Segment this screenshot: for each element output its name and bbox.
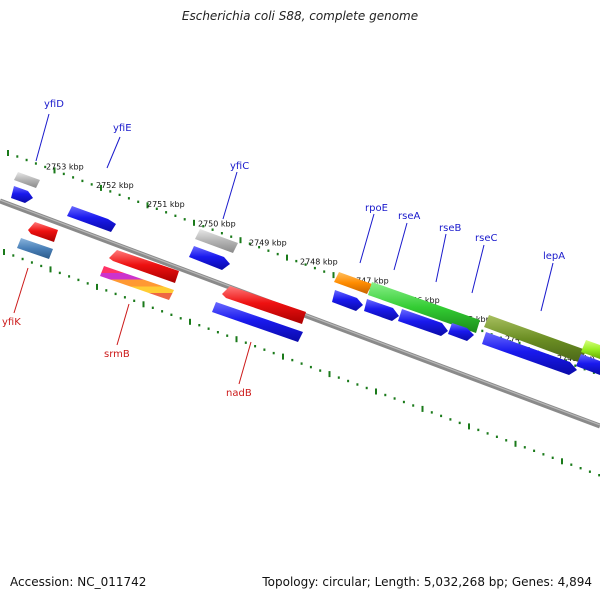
- kbp-marker-label: 2753 kbp: [46, 162, 84, 171]
- kbp-marker-label: 2750 kbp: [198, 219, 236, 228]
- map-title: Escherichia coli S88, complete genome: [181, 9, 419, 23]
- callout-yfiC: [222, 171, 238, 220]
- gene-yfiD[interactable]: [14, 172, 40, 188]
- gene-yfiK[interactable]: [28, 222, 58, 242]
- gene-labels: yfiD yfiE yfiC rpoE rseA rseB rseC lepA …: [2, 99, 565, 399]
- callout-rseB: [435, 233, 447, 283]
- gene-rpoE-rna[interactable]: [334, 272, 372, 294]
- gene-rseA[interactable]: [364, 299, 399, 321]
- label-rseB[interactable]: rseB: [439, 223, 461, 234]
- gene-rpoE[interactable]: [332, 290, 363, 311]
- label-yfiC[interactable]: yfiC: [230, 161, 249, 172]
- label-rseA[interactable]: rseA: [398, 211, 420, 222]
- kbp-marker-label: 2748 kbp: [300, 258, 338, 267]
- callout-yfiE: [106, 136, 121, 169]
- forward-label-callouts: [35, 113, 554, 312]
- label-nadB[interactable]: nadB: [226, 388, 252, 399]
- reverse-strand-genes: [17, 222, 306, 342]
- callout-srmB: [116, 303, 130, 346]
- gene-srmB[interactable]: [109, 250, 179, 283]
- gene-nadB-cds[interactable]: [212, 302, 303, 342]
- gene-yfiC[interactable]: [195, 229, 238, 253]
- gene-srmB-rna[interactable]: [100, 266, 174, 300]
- gene-nadB[interactable]: [222, 286, 306, 324]
- label-rseC[interactable]: rseC: [475, 233, 497, 244]
- reverse-label-callouts: [13, 267, 252, 385]
- inner-tick-ring: [3, 249, 600, 477]
- accession-text: Accession: NC_011742: [10, 575, 147, 589]
- gene-fwd-cds-2[interactable]: [189, 246, 230, 270]
- callout-yfiD: [35, 113, 50, 162]
- callout-rseC: [471, 244, 485, 294]
- label-yfiK[interactable]: yfiK: [2, 317, 21, 328]
- callout-rseA: [393, 222, 408, 271]
- label-lepA[interactable]: lepA: [543, 251, 565, 262]
- callout-rpoE: [359, 213, 375, 264]
- gene-lepA-rna[interactable]: [484, 315, 586, 363]
- kbp-marker-label: 2752 kbp: [96, 181, 134, 190]
- callout-yfiK: [13, 267, 29, 314]
- forward-strand-genes: [11, 172, 600, 375]
- callout-lepA: [540, 262, 554, 312]
- gene-yfiE[interactable]: [67, 206, 116, 232]
- gene-fwd-rna-edge[interactable]: [581, 340, 600, 359]
- label-yfiE[interactable]: yfiE: [113, 123, 132, 134]
- kbp-marker-label: 2749 kbp: [249, 238, 287, 247]
- kbp-marker-label: 2747 kbp: [351, 277, 389, 286]
- gene-rseA-rna[interactable]: [368, 282, 480, 333]
- genome-stats-text: Topology: circular; Length: 5,032,268 bp…: [262, 575, 592, 589]
- callout-nadB: [238, 341, 252, 385]
- label-yfiD[interactable]: yfiD: [44, 99, 64, 110]
- gene-fwd-cds-1[interactable]: [11, 186, 33, 203]
- kbp-marker-label: 2751 kbp: [147, 200, 185, 209]
- gene-rseB[interactable]: [398, 309, 448, 336]
- gene-yfiK-rna[interactable]: [17, 238, 53, 259]
- gene-fwd-cds-edge[interactable]: [576, 354, 600, 375]
- label-srmB[interactable]: srmB: [104, 349, 130, 360]
- label-rpoE[interactable]: rpoE: [365, 203, 388, 214]
- gene-lepA[interactable]: [482, 332, 577, 375]
- gene-rseC[interactable]: [448, 323, 474, 341]
